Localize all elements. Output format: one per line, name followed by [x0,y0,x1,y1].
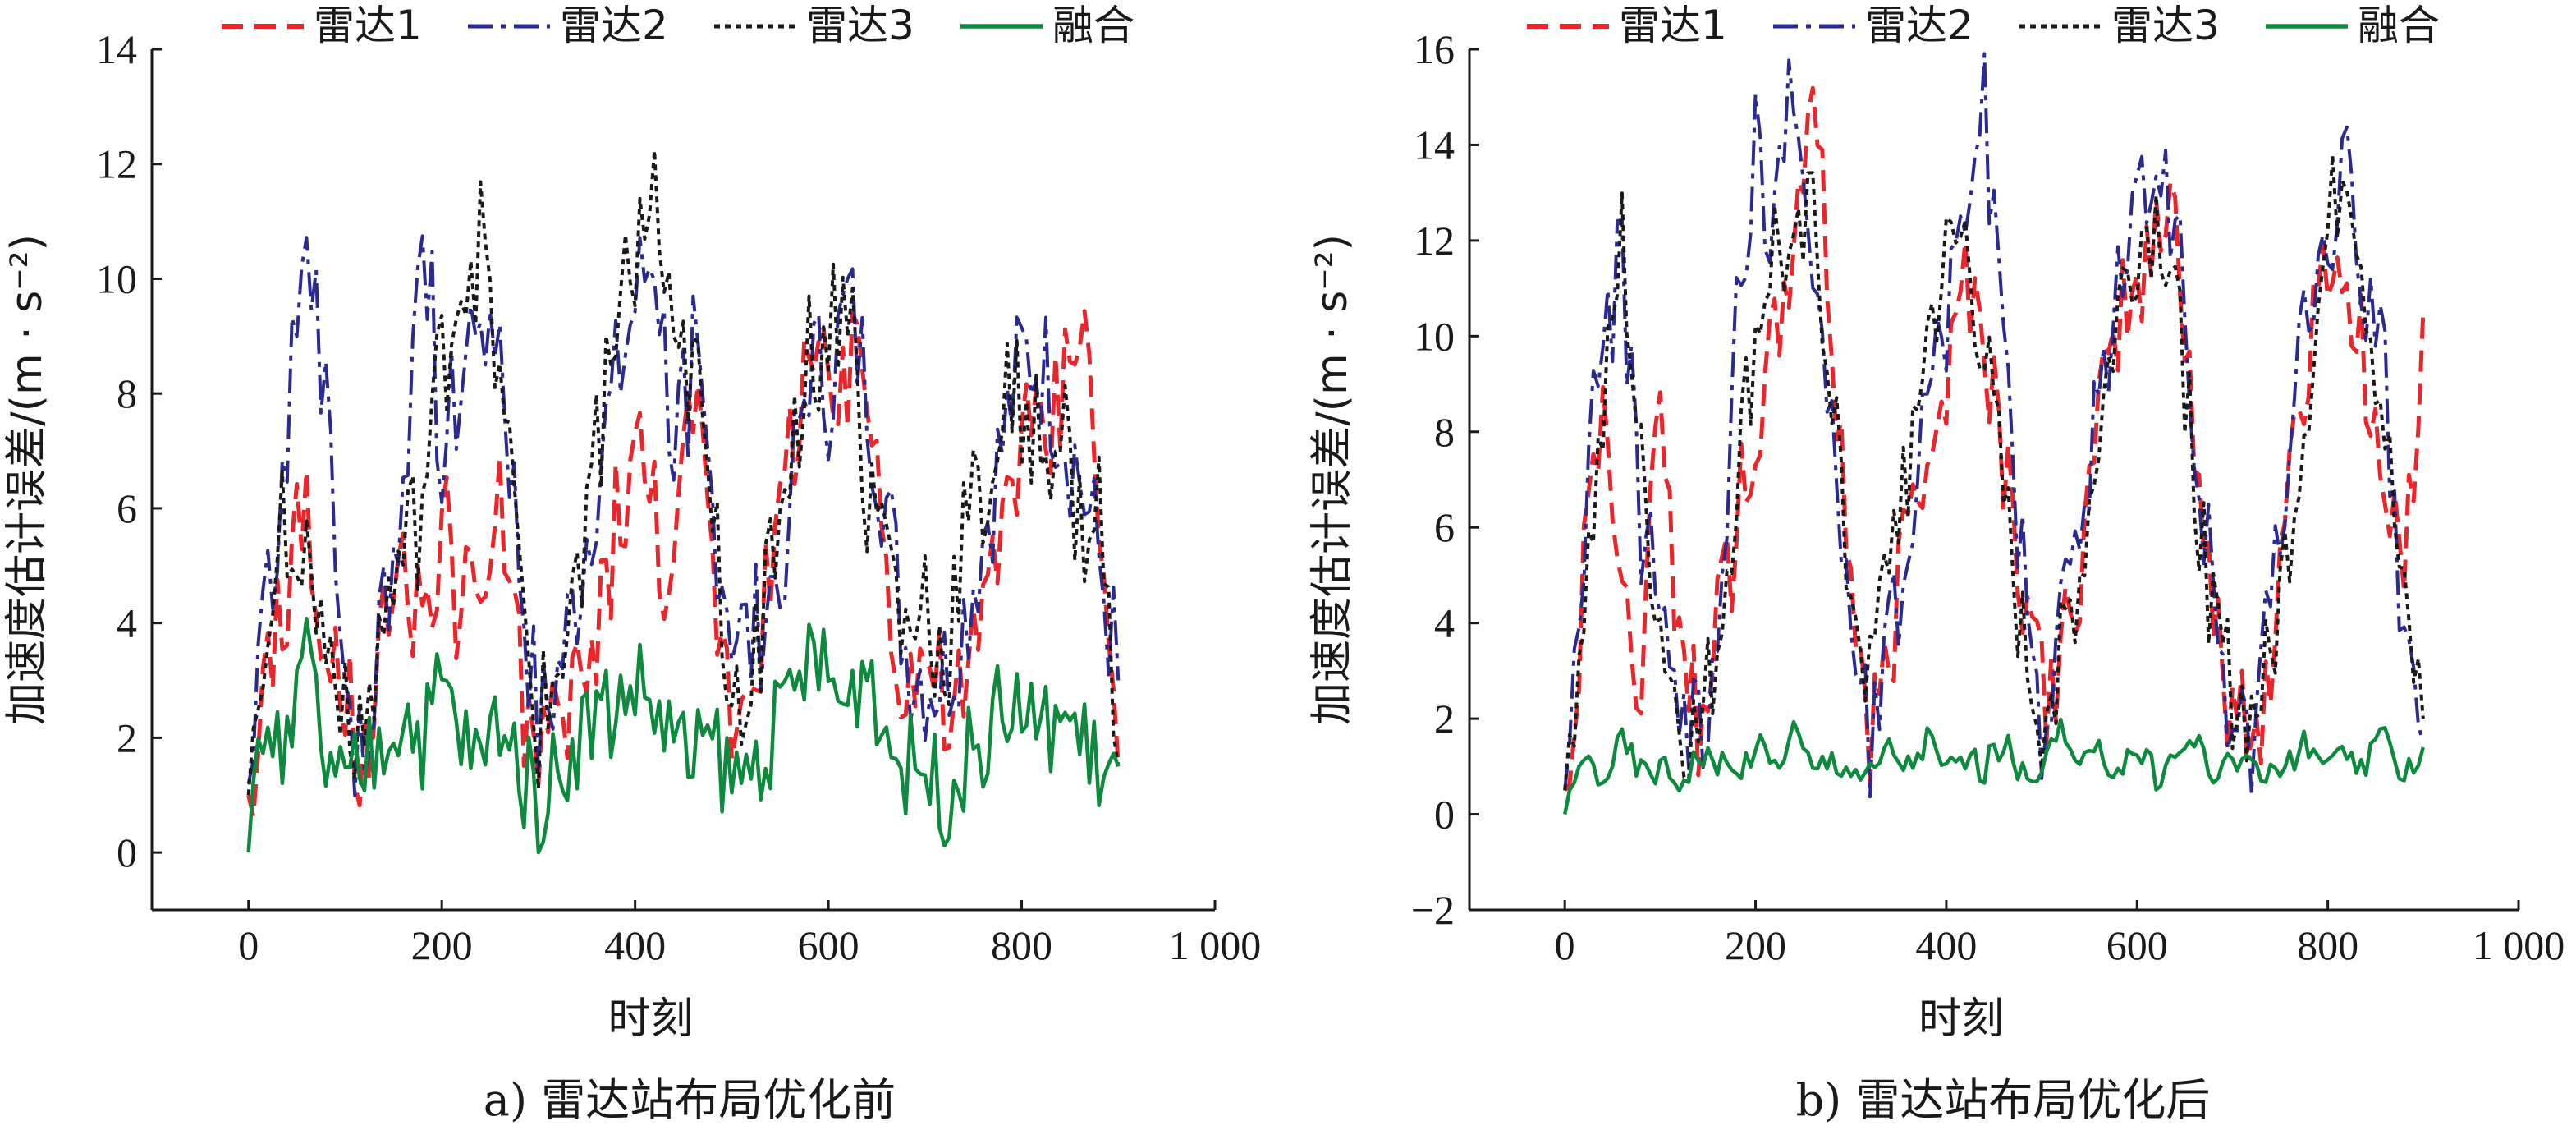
y-tick-label: 10 [96,255,137,301]
x-tick-label: 0 [1555,922,1575,968]
x-tick-label: 1 000 [1169,922,1262,968]
series-line-4 [246,616,1121,855]
y-axis-title: 加速度估计误差/(m · s⁻²) [2,234,52,725]
x-tick-label: 400 [1915,922,1977,968]
x-axis-title: 时刻 [1918,994,2004,1044]
series-line-4 [1562,717,2425,815]
y-tick-label: 0 [117,829,137,875]
x-tick-label: 600 [2106,922,2168,968]
legend-label: 融合 [2358,2,2440,49]
x-tick-label: 800 [991,922,1052,968]
y-tick-label: 14 [96,26,137,72]
legend-label: 雷达3 [2111,2,2220,49]
y-tick-label: 16 [1414,26,1455,72]
panel-b: −2 0 2 4 6 8 10 12 14 16 0 200 400 600 800 1 000 时刻 加速度估计… [1308,2,2565,1126]
legend-label: 雷达1 [1619,2,1727,49]
x-tick-label: 800 [2297,922,2358,968]
y-tick-label: 8 [1434,409,1455,455]
legend-label: 雷达2 [1865,2,1973,49]
x-tick-label: 1 000 [2473,922,2565,968]
x-tick-label: 600 [798,922,859,968]
series-line-1 [1563,85,2426,792]
series-line-3 [1563,154,2425,791]
y-tick-label: 4 [117,600,137,646]
y-tick-label: 2 [117,714,137,760]
legend-label: 雷达2 [560,2,668,49]
legend-label: 融合 [1052,2,1134,49]
panel-caption: a) 雷达站布局优化前 [484,1074,896,1126]
y-axis-title: 加速度估计误差/(m · s⁻²) [1308,234,1357,725]
y-tick-label: 8 [117,370,137,416]
series-line-3 [246,149,1121,796]
series-line-2 [1563,52,2425,799]
x-tick-label: 400 [604,922,666,968]
panel-caption: b) 雷达站布局优化后 [1796,1074,2211,1126]
y-tick-label: −2 [1411,887,1455,933]
y-tick-label: 6 [1434,504,1455,550]
y-tick-label: 4 [1434,600,1455,646]
y-tick-label: 2 [1434,696,1455,742]
x-axis-title: 时刻 [607,994,693,1044]
panel-a: 0 2 4 6 8 10 12 14 0 200 400 600 800 1 000 时刻 加速度估计误差/(… [2,2,1261,1126]
y-tick-label: 12 [1414,218,1455,264]
x-tick-label: 0 [238,922,259,968]
y-tick-label: 12 [96,141,137,187]
y-tick-label: 10 [1414,313,1455,359]
legend-label: 雷达1 [314,2,422,49]
y-tick-label: 14 [1414,122,1455,168]
y-tick-label: 0 [1434,792,1455,838]
y-tick-label: 6 [117,485,137,531]
legend-label: 雷达3 [806,2,914,49]
x-tick-label: 200 [411,922,473,968]
x-tick-label: 200 [1725,922,1786,968]
